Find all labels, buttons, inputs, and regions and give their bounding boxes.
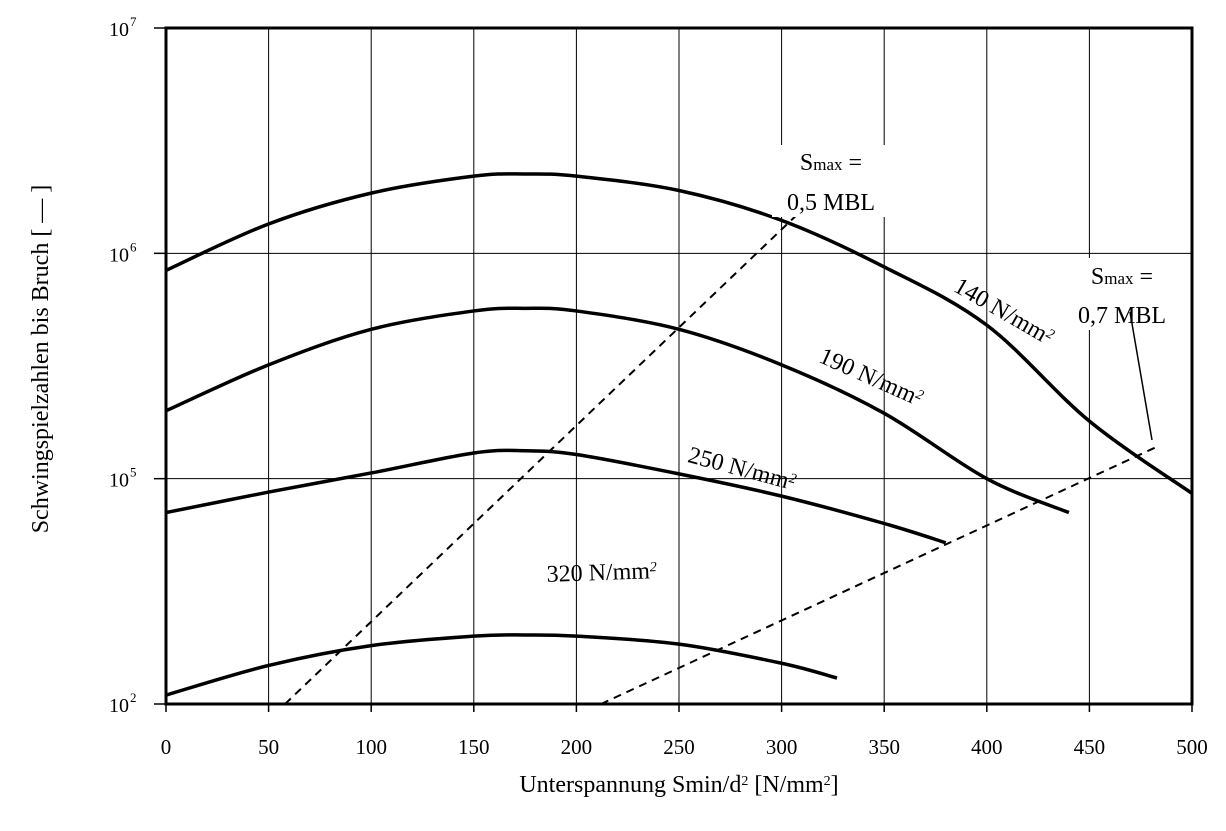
curve-label-3: 320 N/mm2 bbox=[546, 558, 657, 588]
grid-lines bbox=[166, 28, 1192, 704]
annotation-smax05-line2: 0,5 MBL bbox=[787, 190, 875, 216]
x-tick-label-350: 350 bbox=[868, 735, 900, 759]
series-layer bbox=[165, 172, 1194, 705]
x-axis-label-sup2: 2 bbox=[824, 774, 831, 789]
x-tick-label-150: 150 bbox=[458, 735, 490, 759]
y-tick-exp-5: 5 bbox=[130, 465, 137, 480]
series-line-4 bbox=[284, 209, 803, 705]
x-tick-label-250: 250 bbox=[663, 735, 695, 759]
x-tick-label-50: 50 bbox=[258, 735, 279, 759]
x-tick-label-300: 300 bbox=[766, 735, 798, 759]
x-tick-label-100: 100 bbox=[355, 735, 387, 759]
x-axis-label: Unterspannung Smin/d2 [N/mm2] bbox=[519, 772, 838, 798]
annotation-smax05-line1: Smax = bbox=[800, 150, 862, 176]
x-axis-label-sup1: 2 bbox=[741, 774, 748, 789]
y-tick-exp-6: 6 bbox=[130, 239, 137, 254]
y-tick-label-5: 10 bbox=[109, 470, 129, 492]
series-line-0 bbox=[165, 172, 1194, 495]
series-line-5 bbox=[600, 444, 1160, 705]
series-line-2 bbox=[165, 448, 947, 545]
y-tick-exp-7: 7 bbox=[130, 14, 137, 29]
x-tick-label-400: 400 bbox=[971, 735, 1003, 759]
x-tick-label-450: 450 bbox=[1074, 735, 1106, 759]
y-tick-exp-2: 2 bbox=[130, 690, 137, 705]
annotation-bg-smax07 bbox=[1061, 258, 1185, 330]
x-tick-label-500: 500 bbox=[1176, 735, 1208, 759]
x-axis-label-end: ] bbox=[831, 772, 839, 798]
annotation-leader-smax07 bbox=[1129, 311, 1153, 441]
y-tick-label-2: 10 bbox=[109, 695, 129, 717]
annotation-smax07-line2: 0,7 MBL bbox=[1078, 303, 1166, 329]
x-axis-label-main: Unterspannung Smin/d bbox=[519, 772, 741, 798]
series-line-1 bbox=[165, 306, 1070, 515]
curve-label-1: 190 N/mm2 bbox=[815, 343, 926, 412]
y-tick-label-7: 10 bbox=[109, 19, 129, 41]
annotation-smax07-line1: Smax = bbox=[1091, 264, 1153, 290]
x-axis-label-mid: [N/mm bbox=[748, 772, 824, 798]
y-axis-label: Schwingspielzahlen bis Bruch [ — ] bbox=[28, 185, 54, 534]
series-line-3 bbox=[165, 633, 838, 697]
x-tick-label-200: 200 bbox=[561, 735, 593, 759]
annotation-bg-smax05 bbox=[772, 145, 892, 217]
y-tick-label-6: 10 bbox=[109, 244, 129, 266]
x-tick-label-0: 0 bbox=[161, 735, 172, 759]
